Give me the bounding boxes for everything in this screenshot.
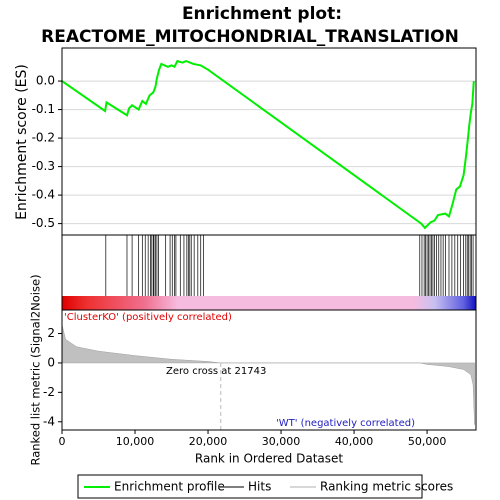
x-tick-label: 10,000: [116, 435, 155, 448]
annotation-zero-cross: Zero cross at 21743: [166, 366, 266, 377]
plot-frame: [61, 47, 477, 236]
y-tick-label: 2: [47, 326, 55, 340]
x-tick-label: 40,000: [335, 435, 374, 448]
legend-label: Enrichment profile: [114, 480, 225, 494]
annotation-negative: 'WT' (negatively correlated): [276, 418, 415, 429]
x-tick-label: 30,000: [262, 435, 301, 448]
y-tick-label: -4: [43, 414, 55, 428]
y-tick-label: -0.4: [32, 188, 55, 202]
y-tick-label: -0.3: [32, 159, 55, 173]
chart-subtitle: REACTOME_MITOCHONDRIAL_TRANSLATION: [41, 27, 459, 47]
y-tick-label: -0.2: [32, 131, 55, 145]
plot-frame: [61, 309, 477, 431]
y-tick-label: -0.5: [32, 216, 55, 230]
legend-label: Ranking metric scores: [320, 480, 453, 494]
legend-label: Hits: [248, 480, 271, 494]
annotation-positive: 'ClusterKO' (positively correlated): [64, 312, 232, 323]
metric-axis-label: Ranked list metric (Signal2Noise): [29, 274, 43, 465]
y-tick-label: -0.1: [32, 102, 55, 116]
y-tick-label: 0: [47, 355, 55, 369]
y-tick-label: -2: [43, 385, 55, 399]
x-tick-label: 0: [59, 435, 66, 448]
x-axis-label: Rank in Ordered Dataset: [195, 452, 343, 466]
y-tick-label: 0.0: [36, 74, 55, 88]
legend-box: [77, 474, 423, 499]
rank-color-bar: [62, 296, 476, 310]
metric-area: [61, 324, 475, 425]
es-axis-label: Enrichment score (ES): [14, 64, 30, 220]
chart-title: Enrichment plot:: [182, 4, 342, 24]
enrichment-line: [61, 59, 475, 230]
x-tick-label: 50,000: [408, 435, 447, 448]
x-tick-label: 20,000: [189, 435, 228, 448]
